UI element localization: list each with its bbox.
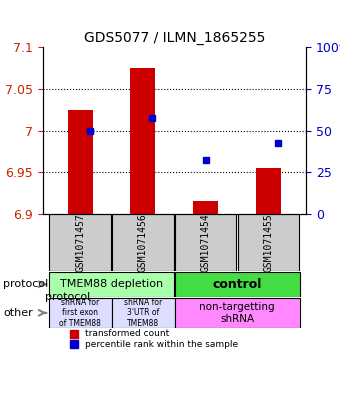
FancyBboxPatch shape [175, 298, 300, 328]
Text: non-targetting
shRNA: non-targetting shRNA [199, 302, 275, 324]
FancyBboxPatch shape [49, 214, 111, 271]
Text: GSM1071454: GSM1071454 [201, 213, 210, 272]
FancyBboxPatch shape [49, 272, 174, 297]
Text: protocol: protocol [3, 279, 49, 289]
Bar [256, 168, 281, 214]
Text: shRNA for
3'UTR of
TMEM88: shRNA for 3'UTR of TMEM88 [124, 298, 162, 328]
Text: GSM1071456: GSM1071456 [138, 213, 148, 272]
FancyBboxPatch shape [175, 272, 300, 297]
Title: GDS5077 / ILMN_1865255: GDS5077 / ILMN_1865255 [84, 31, 265, 45]
Text: transformed count: transformed count [85, 329, 169, 338]
Text: TMEM88 depletion: TMEM88 depletion [60, 279, 163, 289]
Text: GSM1071455: GSM1071455 [264, 213, 273, 272]
Bar [193, 202, 218, 214]
Text: GSM1071457: GSM1071457 [75, 213, 85, 272]
FancyBboxPatch shape [112, 298, 175, 328]
FancyBboxPatch shape [238, 214, 299, 271]
Text: other: other [3, 308, 33, 318]
FancyBboxPatch shape [112, 214, 174, 271]
Text: control: control [212, 278, 262, 291]
Text: protocol: protocol [45, 292, 90, 302]
FancyBboxPatch shape [175, 214, 236, 271]
Text: percentile rank within the sample: percentile rank within the sample [85, 340, 238, 349]
Bar [68, 110, 93, 214]
Text: shRNA for
first exon
of TMEM88: shRNA for first exon of TMEM88 [59, 298, 101, 328]
FancyBboxPatch shape [49, 298, 112, 328]
Bar [130, 68, 155, 214]
